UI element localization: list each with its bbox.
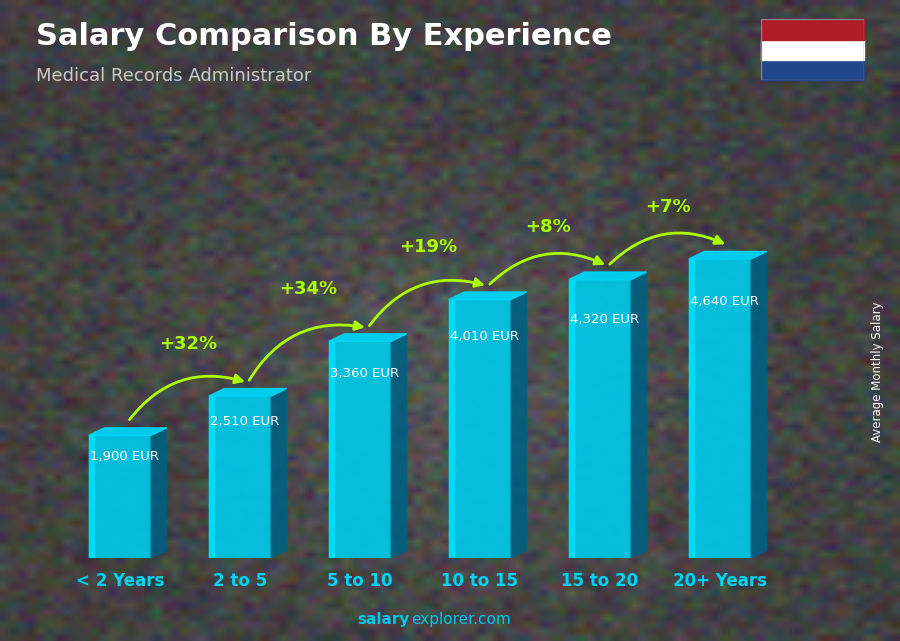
Bar <box>760 40 864 60</box>
Polygon shape <box>449 299 454 558</box>
Text: Salary Comparison By Experience: Salary Comparison By Experience <box>36 22 612 51</box>
Polygon shape <box>569 279 631 558</box>
Polygon shape <box>209 388 287 396</box>
Polygon shape <box>631 272 647 558</box>
Text: +8%: +8% <box>525 218 571 236</box>
Text: 4,640 EUR: 4,640 EUR <box>690 295 759 308</box>
Text: explorer.com: explorer.com <box>411 612 511 627</box>
Polygon shape <box>89 435 94 558</box>
Text: +7%: +7% <box>645 197 690 215</box>
Polygon shape <box>209 396 271 558</box>
Polygon shape <box>511 292 526 558</box>
Text: Medical Records Administrator: Medical Records Administrator <box>36 67 311 85</box>
Polygon shape <box>569 279 574 558</box>
FancyArrowPatch shape <box>369 279 482 326</box>
Polygon shape <box>209 396 214 558</box>
Text: 4,320 EUR: 4,320 EUR <box>570 313 639 326</box>
Text: salary: salary <box>357 612 410 627</box>
Bar <box>760 60 864 80</box>
FancyArrowPatch shape <box>490 253 602 284</box>
Polygon shape <box>89 428 166 435</box>
Text: Average Monthly Salary: Average Monthly Salary <box>871 301 884 442</box>
Polygon shape <box>569 272 647 279</box>
Polygon shape <box>752 251 767 558</box>
Polygon shape <box>151 428 166 558</box>
Text: 4,010 EUR: 4,010 EUR <box>450 331 519 344</box>
Text: +34%: +34% <box>279 280 337 298</box>
Polygon shape <box>392 334 407 558</box>
Bar <box>760 19 864 40</box>
Text: +19%: +19% <box>399 238 457 256</box>
Polygon shape <box>688 259 694 558</box>
FancyArrowPatch shape <box>249 322 362 380</box>
Text: 1,900 EUR: 1,900 EUR <box>90 450 159 463</box>
FancyArrowPatch shape <box>130 375 242 420</box>
Text: 3,360 EUR: 3,360 EUR <box>330 367 400 380</box>
Polygon shape <box>328 334 407 341</box>
Polygon shape <box>271 388 287 558</box>
FancyArrowPatch shape <box>610 233 723 264</box>
Text: +32%: +32% <box>158 335 217 353</box>
Polygon shape <box>688 259 752 558</box>
Polygon shape <box>449 299 511 558</box>
Polygon shape <box>328 341 334 558</box>
Polygon shape <box>89 435 151 558</box>
Polygon shape <box>328 341 392 558</box>
Polygon shape <box>688 251 767 259</box>
Polygon shape <box>449 292 526 299</box>
Text: 2,510 EUR: 2,510 EUR <box>210 415 279 428</box>
